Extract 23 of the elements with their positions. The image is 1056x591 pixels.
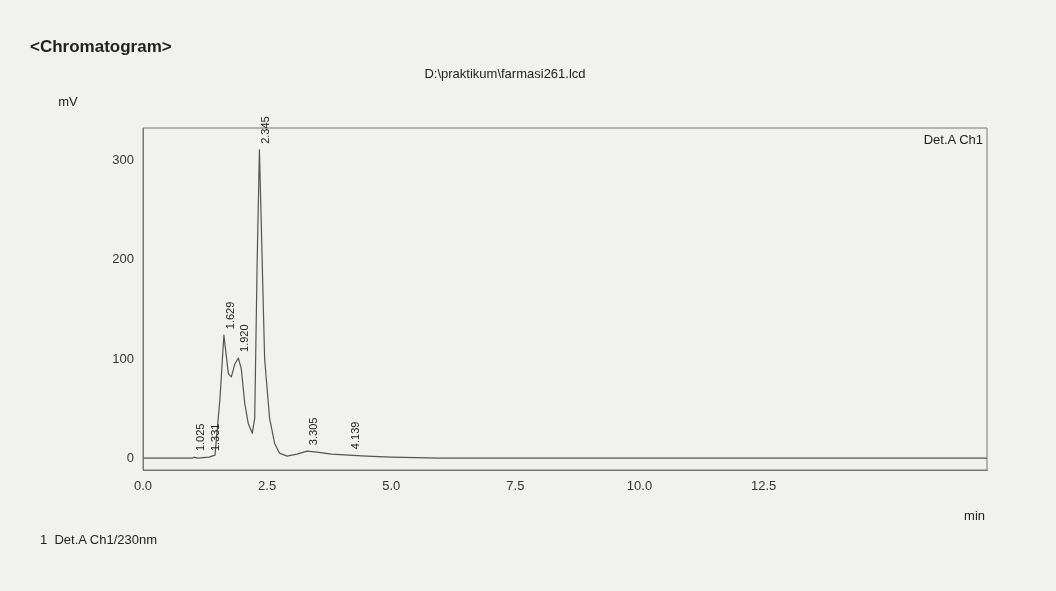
x-tick-label: 2.5 <box>258 478 277 494</box>
y-axis-title: mV <box>58 93 79 109</box>
x-tick-label: 7.5 <box>506 478 525 494</box>
annotation: 4.139 <box>348 421 361 450</box>
chart-subtitle: D:\praktikum\farmasi261.lcd <box>424 65 586 81</box>
annotation: Det.A Ch1 <box>923 131 983 147</box>
x-tick-label: 5.0 <box>382 478 401 494</box>
x-tick-label: 10.0 <box>626 478 653 494</box>
x-tick-label: 12.5 <box>750 478 777 494</box>
y-tick-label: 200 <box>112 251 134 267</box>
y-tick-label: 0 <box>126 449 134 465</box>
text: 1 Det.A Ch1/230nm <box>40 531 158 547</box>
annotation: 1.331 <box>209 423 222 452</box>
y-tick-label: 300 <box>112 152 134 168</box>
x-tick-label: 0.0 <box>133 478 153 494</box>
x-axis-title: min <box>964 507 985 523</box>
annotation: 1.920 <box>238 324 251 352</box>
annotation: 3.305 <box>307 417 320 446</box>
y-tick-label: 100 <box>112 350 134 366</box>
chart-title: <Chromatogram> <box>30 36 172 56</box>
annotation: 1.025 <box>193 423 206 452</box>
annotation: 1.629 <box>223 301 236 330</box>
annotation: 2.345 <box>259 116 272 144</box>
